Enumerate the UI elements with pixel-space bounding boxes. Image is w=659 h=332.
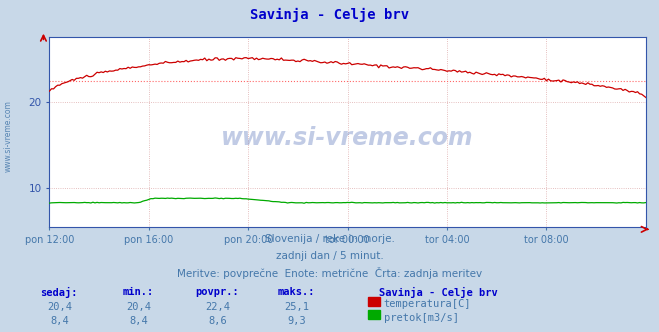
- Text: Savinja - Celje brv: Savinja - Celje brv: [379, 287, 498, 298]
- Text: sedaj:: sedaj:: [41, 287, 78, 298]
- Text: temperatura[C]: temperatura[C]: [384, 299, 471, 309]
- Text: maks.:: maks.:: [278, 287, 315, 297]
- Text: Slovenija / reke in morje.: Slovenija / reke in morje.: [264, 234, 395, 244]
- Text: min.:: min.:: [123, 287, 154, 297]
- Text: 9,3: 9,3: [287, 316, 306, 326]
- Text: pretok[m3/s]: pretok[m3/s]: [384, 313, 459, 323]
- Text: 25,1: 25,1: [284, 302, 309, 312]
- Text: 20,4: 20,4: [126, 302, 151, 312]
- Text: povpr.:: povpr.:: [196, 287, 239, 297]
- Text: 8,4: 8,4: [129, 316, 148, 326]
- Text: Savinja - Celje brv: Savinja - Celje brv: [250, 8, 409, 23]
- Text: 8,6: 8,6: [208, 316, 227, 326]
- Text: zadnji dan / 5 minut.: zadnji dan / 5 minut.: [275, 251, 384, 261]
- Text: www.si-vreme.com: www.si-vreme.com: [3, 100, 13, 172]
- Text: 8,4: 8,4: [50, 316, 69, 326]
- Text: 20,4: 20,4: [47, 302, 72, 312]
- Text: 22,4: 22,4: [205, 302, 230, 312]
- Text: www.si-vreme.com: www.si-vreme.com: [221, 126, 474, 150]
- Text: Meritve: povprečne  Enote: metrične  Črta: zadnja meritev: Meritve: povprečne Enote: metrične Črta:…: [177, 267, 482, 279]
